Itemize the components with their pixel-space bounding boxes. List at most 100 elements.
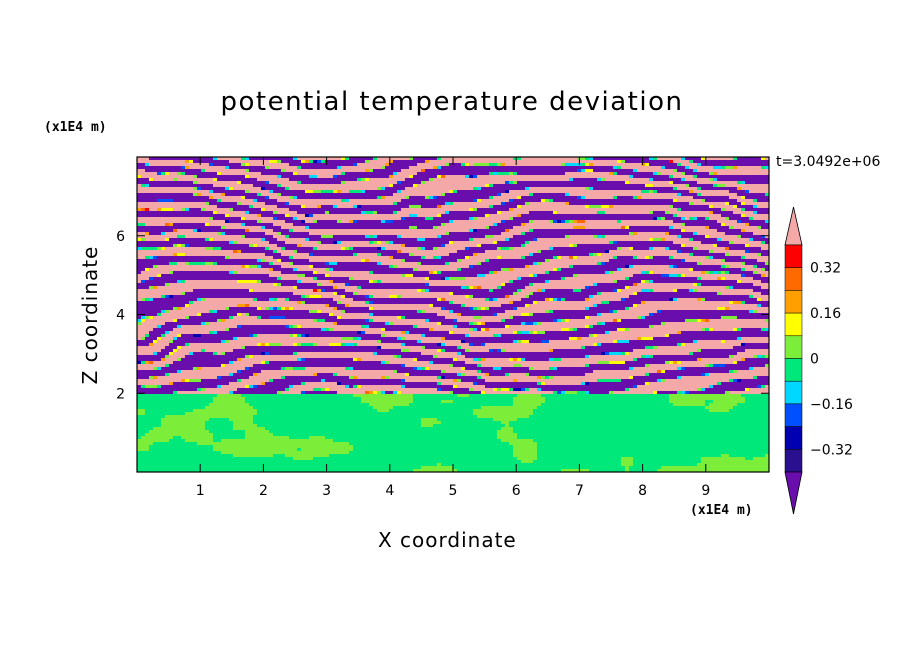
heatmap-cell	[645, 346, 654, 350]
heatmap-cell	[261, 316, 270, 320]
heatmap-cell	[233, 424, 258, 428]
heatmap-cell	[657, 379, 662, 383]
heatmap-cell	[417, 268, 458, 272]
heatmap-cell	[365, 331, 402, 335]
heatmap-cell	[629, 247, 634, 251]
heatmap-cell	[653, 172, 658, 176]
heatmap-cell	[593, 343, 598, 347]
heatmap-cell	[137, 208, 142, 212]
heatmap-cell	[409, 196, 426, 200]
heatmap-cell	[409, 166, 434, 170]
heatmap-cell	[289, 214, 306, 218]
heatmap-cell	[485, 358, 510, 362]
heatmap-cell	[505, 349, 550, 353]
heatmap-cell	[629, 376, 634, 380]
heatmap-cell	[653, 355, 730, 359]
heatmap-cell	[673, 361, 678, 365]
heatmap-cell	[377, 409, 390, 413]
heatmap-cell	[217, 331, 358, 335]
heatmap-cell	[589, 187, 594, 191]
heatmap-cell	[401, 316, 406, 320]
heatmap-cell	[137, 364, 166, 368]
heatmap-cell	[573, 244, 578, 248]
heatmap-cell	[297, 166, 302, 170]
heatmap-cell	[725, 265, 730, 269]
heatmap-cell	[565, 202, 570, 206]
heatmap-cell	[721, 259, 726, 263]
heatmap-cell	[225, 352, 262, 356]
heatmap-cell	[593, 253, 598, 257]
heatmap-cell	[381, 280, 510, 284]
heatmap-cell	[665, 247, 670, 251]
heatmap-cell	[529, 292, 534, 296]
heatmap-cell	[213, 433, 246, 437]
heatmap-cell	[677, 343, 682, 347]
heatmap-cell	[681, 229, 686, 233]
heatmap-cell	[405, 187, 474, 191]
heatmap-cell	[661, 172, 682, 176]
heatmap-cell	[137, 421, 162, 425]
heatmap-cell	[573, 328, 578, 332]
heatmap-cell	[741, 343, 746, 347]
heatmap-cell	[473, 199, 478, 203]
heatmap-cell	[165, 322, 202, 326]
heatmap-cell	[745, 196, 769, 200]
heatmap-cell	[165, 232, 218, 236]
heatmap-cell	[681, 208, 722, 212]
time-annotation: t=3.0492e+06	[776, 154, 881, 170]
heatmap-cell	[485, 274, 530, 278]
heatmap-cell	[653, 247, 666, 251]
heatmap-cell	[509, 229, 530, 233]
heatmap-cell	[489, 226, 514, 230]
heatmap-cell	[601, 352, 606, 356]
heatmap-cell	[249, 313, 330, 317]
heatmap-cell	[201, 229, 246, 233]
heatmap-cell	[221, 439, 334, 443]
heatmap-cell	[497, 241, 526, 245]
heatmap-cell	[477, 274, 486, 278]
heatmap-cell	[249, 211, 274, 215]
heatmap-cell	[221, 364, 226, 368]
heatmap-cell	[681, 259, 686, 263]
heatmap-cell	[633, 175, 670, 179]
heatmap-cell	[137, 214, 226, 218]
heatmap-cell	[241, 358, 298, 362]
heatmap-cell	[337, 241, 342, 245]
heatmap-cell	[209, 217, 214, 221]
heatmap-cell	[633, 247, 650, 251]
heatmap-cell	[353, 163, 358, 167]
heatmap-cell	[589, 307, 626, 311]
heatmap-cell	[233, 361, 262, 365]
heatmap-cell	[373, 295, 390, 299]
heatmap-cell	[501, 220, 506, 224]
heatmap-cell	[545, 310, 550, 314]
heatmap-cell	[325, 379, 402, 383]
heatmap-cell	[153, 298, 198, 302]
heatmap-cell	[269, 352, 294, 356]
heatmap-cell	[457, 358, 474, 362]
heatmap-cell	[553, 319, 558, 323]
colorbar-box	[784, 449, 803, 473]
heatmap-cell	[293, 196, 298, 200]
heatmap-cell	[437, 256, 442, 260]
heatmap-cell	[401, 181, 422, 185]
heatmap-cell	[741, 268, 746, 272]
heatmap-cell	[213, 238, 262, 242]
heatmap-cell	[145, 337, 158, 341]
heatmap-cell	[405, 343, 438, 347]
heatmap-cell	[257, 343, 262, 347]
heatmap-cell	[701, 319, 706, 323]
heatmap-cell	[205, 169, 246, 173]
heatmap-cell	[693, 238, 718, 242]
heatmap-cell	[633, 349, 698, 353]
heatmap-cell	[601, 322, 606, 326]
colorbar-tick-label: 0.16	[810, 306, 841, 322]
heatmap-cell	[697, 277, 702, 281]
heatmap-cell	[317, 373, 334, 377]
heatmap-cell	[517, 457, 538, 461]
heatmap-cell	[381, 253, 410, 257]
heatmap-cell	[433, 166, 438, 170]
heatmap-cell	[649, 373, 702, 377]
heatmap-cell	[497, 388, 502, 392]
heatmap-cell	[197, 442, 350, 446]
